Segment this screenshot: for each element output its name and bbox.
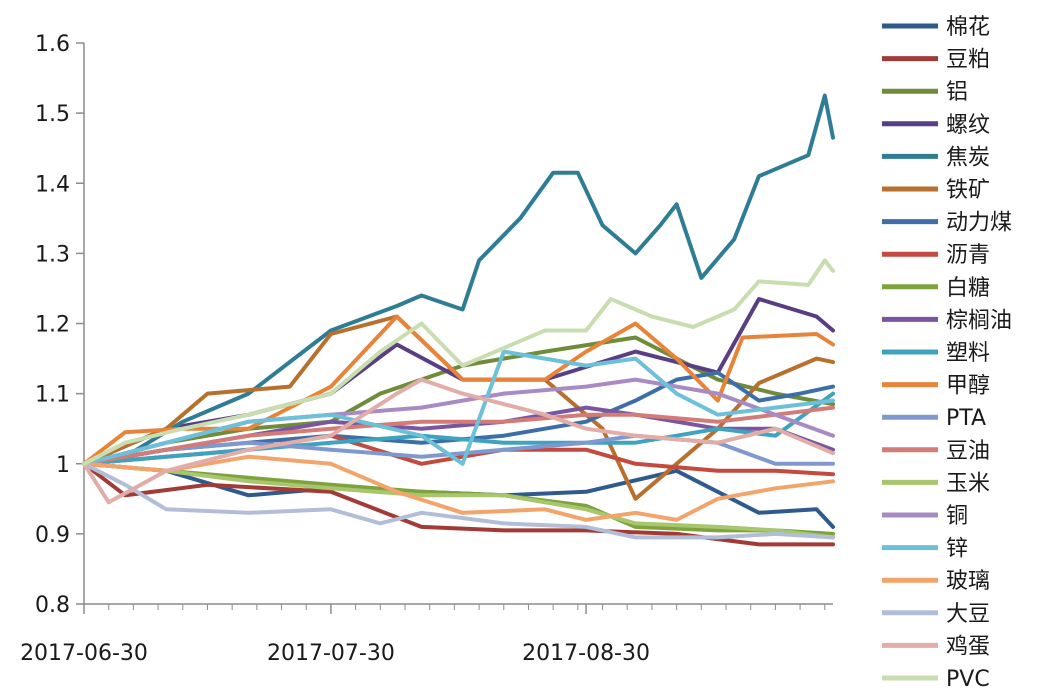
x-tick-label: 2017-08-30 [522,641,650,666]
legend-label: PTA [946,406,986,431]
legend-label: 鸡蛋 [946,634,990,659]
x-tick-label: 2017-06-30 [20,641,148,666]
legend-label: 豆粕 [946,48,990,73]
series-line-18 [82,461,835,540]
y-tick-label: 1.2 [35,313,70,338]
legend-label: 棕榈油 [946,308,1012,333]
y-tick-label: 1.5 [35,102,70,127]
legend-label: 玻璃 [946,569,990,594]
series-line-6 [82,370,835,466]
y-tick-label: 1.4 [35,172,70,197]
legend-label: 螺纹 [946,113,990,138]
series-line-13 [82,405,835,466]
legend-label: 铁矿 [946,178,990,203]
y-tick-label: 0.9 [35,523,70,548]
legend-label: 铜 [946,504,968,529]
legend-label: 豆油 [946,439,990,464]
series-line-17 [82,454,835,522]
series-line-19 [82,377,835,505]
y-tick-label: 1.1 [35,383,70,408]
legend-label: PVC [946,667,990,692]
series-line-11 [82,314,835,466]
plot-area [82,93,835,547]
legend-label: 动力煤 [946,211,1012,236]
legend-label: 铝 [946,80,968,105]
legend-label: 大豆 [946,602,990,627]
series-line-14 [82,461,835,540]
series-line-20 [82,258,835,466]
legend-label: 玉米 [946,471,990,496]
legend-label: 甲醇 [946,374,990,399]
legend-label: 沥青 [946,243,990,268]
legend-label: 白糖 [946,276,990,301]
axes: 0.8 0.9 1 1.1 1.2 1.3 1.4 1.5 1.6 2017-06-30 2017-… [20,32,833,666]
series-line-10 [82,391,835,466]
x-tick-label: 2017-07-30 [267,641,395,666]
y-tick-label: 0.8 [35,593,70,618]
legend-label: 焦炭 [946,145,990,170]
legend-label: 塑料 [946,341,990,366]
y-tick-label: 1.3 [35,242,70,267]
series-line-16 [82,349,835,466]
series-line-12 [82,433,835,466]
y-tick-label: 1.6 [35,32,70,57]
y-tick-label: 1 [56,453,70,478]
legend-label: 锌 [946,537,968,562]
legend-label: 棉花 [946,15,990,40]
series-line-4 [82,93,835,466]
